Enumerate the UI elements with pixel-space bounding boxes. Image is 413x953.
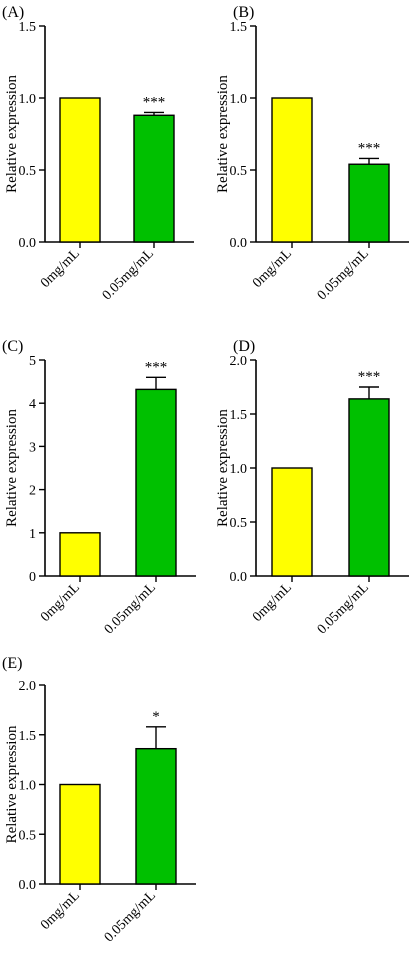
panel-label: (B) <box>233 4 254 21</box>
bar-treated <box>348 398 390 577</box>
y-tick-label: 2.0 <box>230 354 248 369</box>
x-tick-label: 0mg/mL <box>250 580 295 625</box>
y-axis-label: Relative expression <box>4 409 20 527</box>
bar-control <box>59 532 101 577</box>
bar-treated <box>348 163 390 243</box>
x-tick-label: 0.05mg/mL <box>100 246 157 303</box>
y-axis-label: Relative expression <box>215 75 231 193</box>
y-tick-label: 1.5 <box>19 729 37 744</box>
chart-panel-5: (E) 0.0 0.5 1.0 1.5 2.0 Relative expression 0mg… <box>2 655 196 945</box>
bar-control <box>59 783 101 885</box>
y-tick-label: 0.0 <box>19 878 37 893</box>
chart-panel-2: (B) 0.0 0.5 1.0 1.5 Relative expression 0mg/mL… <box>215 4 409 303</box>
x-tick-label: 0mg/mL <box>38 888 83 933</box>
y-tick-label: 0 <box>29 570 36 585</box>
bar-control <box>271 97 313 243</box>
x-tick-label: 0mg/mL <box>38 246 83 291</box>
chart-panel-1: (A) 0.0 0.5 1.0 1.5 Relative expression 0mg/mL… <box>2 4 194 303</box>
y-tick-label: 0.0 <box>230 236 248 251</box>
bar-control <box>271 467 313 577</box>
significance-marker: * <box>152 709 160 725</box>
y-tick-label: 2.0 <box>19 679 37 694</box>
x-tick-label: 0.05mg/mL <box>102 580 159 637</box>
panel-label: (C) <box>2 338 23 355</box>
y-tick-label: 1.5 <box>230 408 248 423</box>
y-tick-label: 1.5 <box>19 20 37 35</box>
panel-label: (E) <box>2 655 22 672</box>
bar-treated <box>133 114 175 243</box>
y-tick-label: 0.5 <box>19 164 37 179</box>
chart-panel-4: (D) 0.0 0.5 1.0 1.5 2.0 Relative expression 0mg… <box>215 338 409 637</box>
y-tick-label: 5 <box>29 354 36 369</box>
bar-treated <box>135 747 177 885</box>
y-tick-label: 2 <box>29 484 36 499</box>
chart-panel-3: (C) 0 1 2 3 4 5 Relative expression 0mg/mL *** 0.0… <box>2 338 196 637</box>
significance-marker: *** <box>143 94 166 110</box>
significance-marker: *** <box>358 369 381 385</box>
y-tick-label: 1 <box>29 527 36 542</box>
y-tick-label: 0.5 <box>230 516 248 531</box>
y-tick-label: 0.0 <box>19 236 37 251</box>
x-tick-label: 0mg/mL <box>250 246 295 291</box>
y-tick-label: 1.0 <box>19 92 37 107</box>
y-tick-label: 1.0 <box>230 92 248 107</box>
x-tick-label: 0.05mg/mL <box>102 888 159 945</box>
y-axis-label: Relative expression <box>215 409 231 527</box>
y-tick-label: 0.0 <box>230 570 248 585</box>
y-axis-label: Relative expression <box>4 725 20 843</box>
y-axis-label: Relative expression <box>4 75 20 193</box>
y-tick-label: 0.5 <box>19 828 37 843</box>
x-tick-label: 0mg/mL <box>38 580 83 625</box>
y-tick-label: 1.0 <box>230 462 248 477</box>
x-tick-label: 0.05mg/mL <box>315 580 372 637</box>
y-tick-label: 0.5 <box>230 164 248 179</box>
significance-marker: *** <box>145 359 168 375</box>
y-tick-label: 3 <box>29 440 36 455</box>
y-tick-label: 4 <box>29 397 36 412</box>
x-tick-label: 0.05mg/mL <box>315 246 372 303</box>
significance-marker: *** <box>358 140 381 156</box>
panel-label: (D) <box>233 338 255 355</box>
bar-control <box>59 97 101 243</box>
y-tick-label: 1.0 <box>19 779 37 794</box>
panel-label: (A) <box>2 4 24 21</box>
bar-treated <box>135 388 177 577</box>
y-tick-label: 1.5 <box>230 20 248 35</box>
